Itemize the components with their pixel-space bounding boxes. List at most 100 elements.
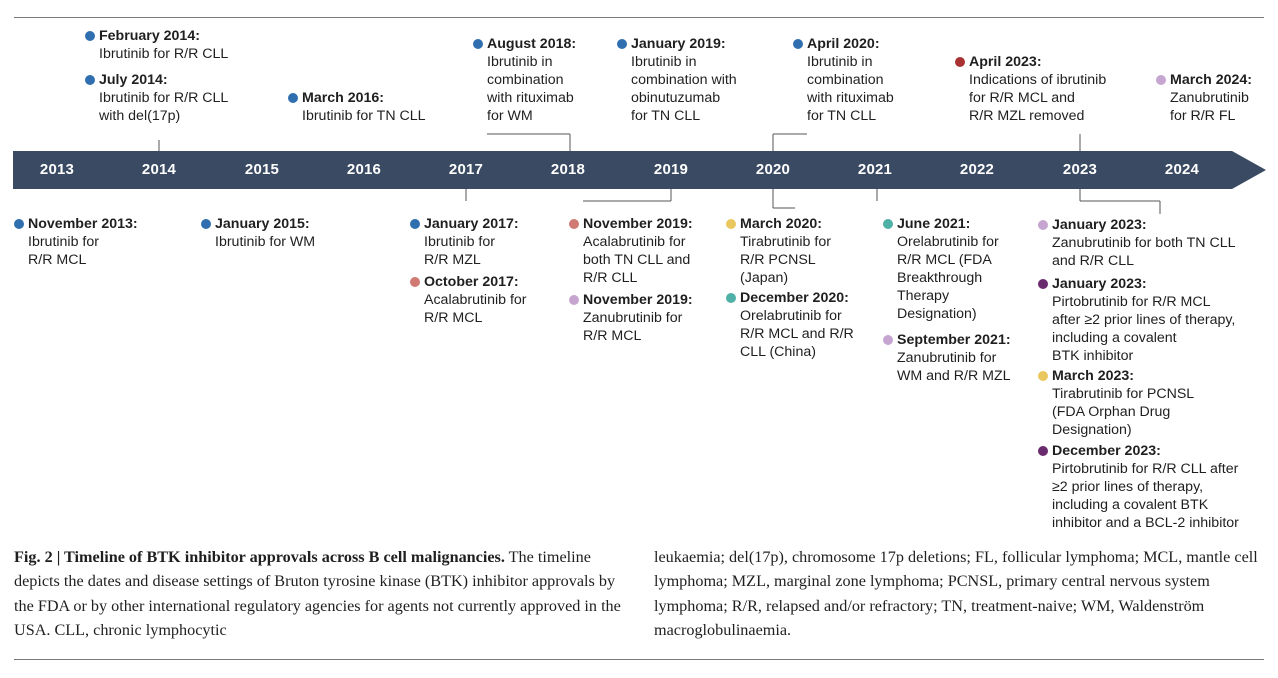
event-above: April 2023: Indications of ibrutinib for… — [955, 53, 1107, 125]
event-above: March 2024: Zanubrutinib for R/R FL — [1156, 71, 1253, 125]
event-date: January 2015: — [215, 216, 310, 232]
year-label: 2017 — [448, 161, 484, 178]
drug-dot — [1038, 279, 1048, 289]
year-label: 2019 — [653, 161, 689, 178]
event-date: November 2019: — [583, 216, 693, 232]
event-date: December 2020: — [740, 290, 849, 306]
drug-dot — [569, 295, 579, 305]
figure-caption-title: Fig. 2 | Timeline of BTK inhibitor appro… — [14, 548, 505, 566]
event-above: February 2014: Ibrutinib for R/R CLL — [85, 27, 229, 63]
year-label: 2015 — [244, 161, 280, 178]
drug-dot — [883, 219, 893, 229]
drug-dot — [883, 335, 893, 345]
drug-dot — [288, 93, 298, 103]
event-date: January 2019: — [631, 36, 726, 52]
event-date: December 2023: — [1052, 443, 1161, 459]
event-description: Orelabrutinib for R/R MCL and R/R CLL (C… — [740, 308, 854, 360]
event-below: October 2017: Acalabrutinib for R/R MCL — [410, 273, 527, 327]
figure-caption-right: leukaemia; del(17p), chromosome 17p dele… — [654, 545, 1266, 643]
timeline-arrow-bar — [13, 151, 1266, 189]
drug-dot — [955, 57, 965, 67]
event-description: Tirabrutinib for R/R PCNSL (Japan) — [740, 234, 831, 286]
event-description: Orelabrutinib for R/R MCL (FDA Breakthro… — [897, 234, 999, 322]
year-label: 2013 — [39, 161, 75, 178]
drug-dot — [726, 219, 736, 229]
drug-dot — [201, 219, 211, 229]
event-below: November 2019: Acalabrutinib for both TN… — [569, 215, 693, 287]
figure-caption-left: Fig. 2 | Timeline of BTK inhibitor appro… — [14, 545, 634, 643]
event-description: Indications of ibrutinib for R/R MCL and… — [969, 72, 1107, 124]
event-date: March 2016: — [302, 90, 385, 106]
drug-dot — [726, 293, 736, 303]
event-description: Ibrutinib for R/R MCL — [28, 234, 99, 268]
drug-dot — [85, 31, 95, 41]
event-above: July 2014: Ibrutinib for R/R CLL with de… — [85, 71, 229, 125]
year-label: 2022 — [959, 161, 995, 178]
event-date: January 2023: — [1052, 276, 1147, 292]
drug-dot — [1156, 75, 1166, 85]
event-above: March 2016: Ibrutinib for TN CLL — [288, 89, 426, 125]
drug-dot — [14, 219, 24, 229]
drug-dot — [85, 75, 95, 85]
event-below: November 2013: Ibrutinib for R/R MCL — [14, 215, 138, 269]
event-below: March 2023: Tirabrutinib for PCNSL (FDA … — [1038, 367, 1195, 439]
event-date: April 2020: — [807, 36, 880, 52]
event-date: September 2021: — [897, 332, 1011, 348]
drug-dot — [410, 219, 420, 229]
year-label: 2018 — [550, 161, 586, 178]
drug-dot — [617, 39, 627, 49]
top-rule — [14, 17, 1264, 18]
event-description: Ibrutinib for TN CLL — [302, 108, 426, 124]
event-description: Ibrutinib for R/R MZL — [424, 234, 495, 268]
event-below: December 2020: Orelabrutinib for R/R MCL… — [726, 289, 854, 361]
event-date: August 2018: — [487, 36, 577, 52]
bottom-rule — [14, 659, 1264, 660]
event-date: April 2023: — [969, 54, 1042, 70]
year-label: 2016 — [346, 161, 382, 178]
drug-dot — [1038, 220, 1048, 230]
event-below: January 2015: Ibrutinib for WM — [201, 215, 316, 251]
event-description: Ibrutinib for WM — [215, 234, 316, 250]
timeline-graphic — [13, 133, 1266, 214]
year-label: 2024 — [1164, 161, 1200, 178]
event-description: Ibrutinib for R/R CLL with del(17p) — [99, 90, 229, 124]
event-date: November 2019: — [583, 292, 693, 308]
event-date: October 2017: — [424, 274, 519, 290]
event-below: December 2023: Pirtobrutinib for R/R CLL… — [1038, 442, 1239, 532]
event-date: January 2017: — [424, 216, 519, 232]
event-description: Acalabrutinib for R/R MCL — [424, 292, 527, 326]
event-description: Tirabrutinib for PCNSL (FDA Orphan Drug … — [1052, 386, 1195, 438]
year-label: 2020 — [755, 161, 791, 178]
event-date: March 2020: — [740, 216, 823, 232]
year-label: 2023 — [1062, 161, 1098, 178]
drug-dot — [1038, 446, 1048, 456]
year-label: 2014 — [141, 161, 177, 178]
event-description: Zanubrutinib for R/R MCL — [583, 310, 683, 344]
event-description: Zanubrutinib for R/R FL — [1170, 90, 1249, 124]
drug-dot — [473, 39, 483, 49]
event-date: February 2014: — [99, 28, 200, 44]
event-date: June 2021: — [897, 216, 971, 232]
event-date: March 2024: — [1170, 72, 1253, 88]
year-label: 2021 — [857, 161, 893, 178]
event-above: April 2020: Ibrutinib in combination wit… — [793, 35, 894, 125]
event-description: Acalabrutinib for both TN CLL and R/R CL… — [583, 234, 691, 286]
figure-caption-text: The timeline depicts the dates and disea… — [14, 548, 621, 640]
drug-dot — [1038, 371, 1048, 381]
event-description: Ibrutinib for R/R CLL — [99, 46, 229, 62]
event-description: Ibrutinib in combination with obinutuzum… — [631, 54, 737, 124]
event-description: Ibrutinib in combination with rituximab … — [807, 54, 894, 124]
event-description: Pirtobrutinib for R/R CLL after ≥2 prior… — [1052, 461, 1239, 531]
event-date: March 2023: — [1052, 368, 1135, 384]
figure-caption-text: leukaemia; del(17p), chromosome 17p dele… — [654, 548, 1258, 640]
event-below: January 2023: Zanubrutinib for both TN C… — [1038, 216, 1236, 270]
event-description: Pirtobrutinib for R/R MCL after ≥2 prior… — [1052, 294, 1236, 364]
drug-dot — [793, 39, 803, 49]
event-below: June 2021: Orelabrutinib for R/R MCL (FD… — [883, 215, 999, 323]
event-description: Ibrutinib in combination with rituximab … — [487, 54, 574, 124]
event-date: January 2023: — [1052, 217, 1147, 233]
timeline-connectors — [158, 133, 1161, 214]
event-above: January 2019: Ibrutinib in combination w… — [617, 35, 737, 125]
event-below: January 2017: Ibrutinib for R/R MZL — [410, 215, 519, 269]
event-below: March 2020: Tirabrutinib for R/R PCNSL (… — [726, 215, 831, 287]
